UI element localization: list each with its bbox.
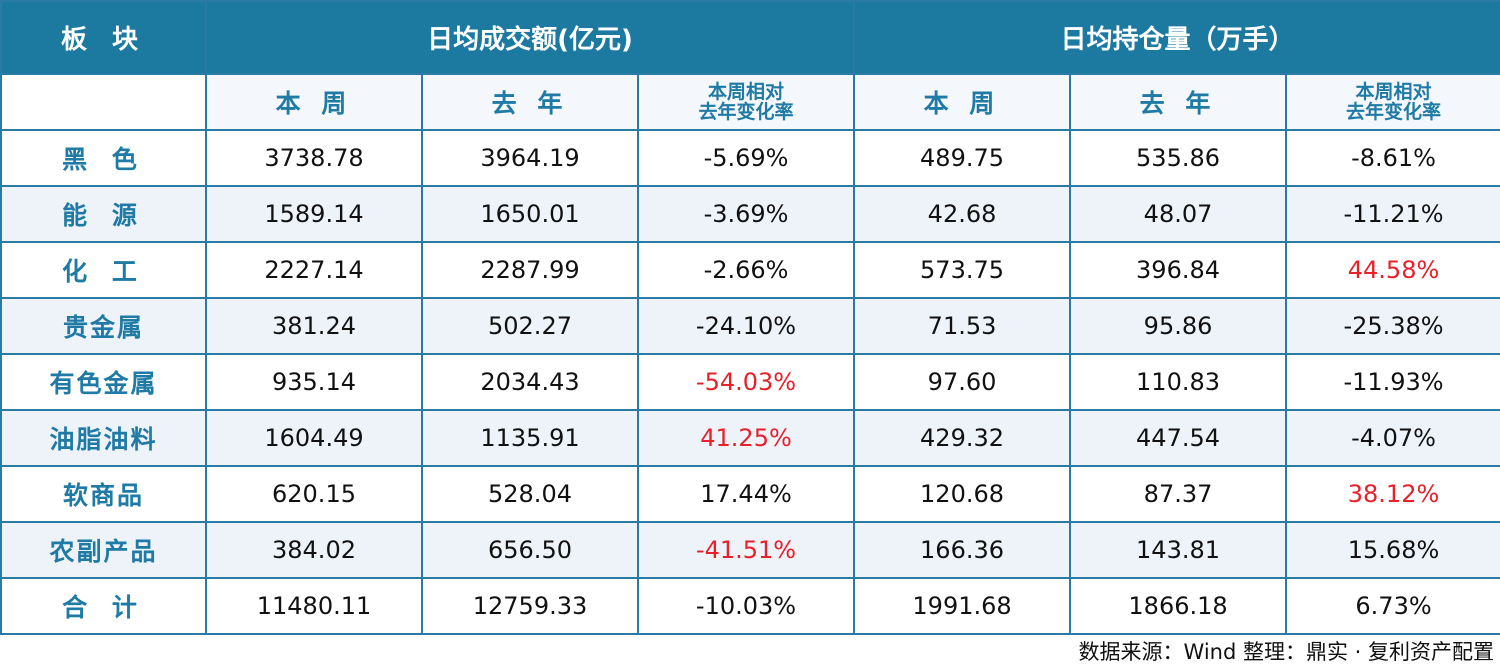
cell-turnover-change: -54.03% (636, 353, 856, 411)
cell-position-last-year: 396.84 (1069, 241, 1288, 299)
row-category: 贵金属 (0, 297, 207, 355)
cell-turnover-last-year: 3964.19 (421, 129, 639, 187)
subheader-position-last-year: 去 年 (1069, 73, 1288, 131)
cell-position-last-year: 87.37 (1069, 465, 1288, 523)
cell-turnover-last-year: 2287.99 (421, 241, 639, 299)
cell-turnover-change: -2.66% (636, 241, 856, 299)
cell-turnover-this-week: 384.02 (205, 521, 423, 579)
cell-turnover-change: -24.10% (636, 297, 856, 355)
table-row: 化 工 2227.14 2287.99 -2.66% 573.75 396.84 44.58… (0, 241, 1500, 299)
cell-turnover-last-year: 502.27 (421, 297, 639, 355)
cell-turnover-change: -41.51% (636, 521, 856, 579)
cell-turnover-this-week: 1589.14 (205, 185, 423, 243)
header-turnover-group: 日均成交额(亿元) (204, 0, 856, 75)
subheader-position-this-week: 本 周 (853, 73, 1072, 131)
subheader-turnover-last-year: 去 年 (421, 73, 639, 131)
row-category: 有色金属 (0, 353, 207, 411)
row-category: 合 计 (0, 577, 207, 635)
header-row-main: 板 块 日均成交额(亿元) 日均持仓量（万手） (0, 0, 1500, 75)
cell-turnover-this-week: 2227.14 (205, 241, 423, 299)
futures-sector-table: 板 块 日均成交额(亿元) 日均持仓量（万手） 本 周 去 年 本周相对 去年变… (0, 0, 1500, 635)
cell-position-change: -8.61% (1285, 129, 1500, 187)
subheader-turnover-change: 本周相对 去年变化率 (636, 73, 856, 131)
header-blank-cell (0, 73, 207, 131)
cell-position-this-week: 120.68 (853, 465, 1072, 523)
cell-turnover-change: 41.25% (636, 409, 856, 467)
cell-position-last-year: 143.81 (1069, 521, 1288, 579)
cell-turnover-change: -5.69% (636, 129, 856, 187)
table-row: 合 计 11480.11 12759.33 -10.03% 1991.68 1866.18… (0, 577, 1500, 635)
cell-position-change: -25.38% (1285, 297, 1500, 355)
cell-position-change: 6.73% (1285, 577, 1500, 635)
row-category: 农副产品 (0, 521, 207, 579)
cell-turnover-change: -3.69% (636, 185, 856, 243)
cell-turnover-last-year: 528.04 (421, 465, 639, 523)
cell-turnover-this-week: 935.14 (205, 353, 423, 411)
cell-position-this-week: 97.60 (853, 353, 1072, 411)
row-category: 油脂油料 (0, 409, 207, 467)
cell-position-last-year: 535.86 (1069, 129, 1288, 187)
cell-position-last-year: 447.54 (1069, 409, 1288, 467)
cell-turnover-this-week: 1604.49 (205, 409, 423, 467)
table-row: 能 源 1589.14 1650.01 -3.69% 42.68 48.07 -11.21% (0, 185, 1500, 243)
cell-position-last-year: 48.07 (1069, 185, 1288, 243)
subheader-change-line1: 本周相对 (1355, 81, 1432, 103)
cell-position-last-year: 1866.18 (1069, 577, 1288, 635)
table-row: 黑 色 3738.78 3964.19 -5.69% 489.75 535.86 -8.61… (0, 129, 1500, 187)
table-row: 贵金属 381.24 502.27 -24.10% 71.53 95.86 -25.38% (0, 297, 1500, 355)
cell-position-change: 44.58% (1285, 241, 1500, 299)
cell-position-this-week: 1991.68 (853, 577, 1072, 635)
cell-position-this-week: 489.75 (853, 129, 1072, 187)
cell-turnover-last-year: 1135.91 (421, 409, 639, 467)
cell-position-last-year: 110.83 (1069, 353, 1288, 411)
cell-turnover-last-year: 1650.01 (421, 185, 639, 243)
cell-turnover-change: 17.44% (636, 465, 856, 523)
cell-turnover-last-year: 12759.33 (421, 577, 639, 635)
cell-position-change: 38.12% (1285, 465, 1500, 523)
table-row: 油脂油料 1604.49 1135.91 41.25% 429.32 447.54 -4.0… (0, 409, 1500, 467)
cell-turnover-this-week: 381.24 (205, 297, 423, 355)
cell-turnover-this-week: 11480.11 (205, 577, 423, 635)
subheader-change-line2: 去年变化率 (698, 101, 794, 123)
subheader-change-line2: 去年变化率 (1346, 101, 1442, 123)
subheader-turnover-this-week: 本 周 (205, 73, 423, 131)
header-position-group: 日均持仓量（万手） (853, 0, 1500, 75)
row-category: 黑 色 (0, 129, 207, 187)
subheader-position-change: 本周相对 去年变化率 (1285, 73, 1500, 131)
cell-position-this-week: 71.53 (853, 297, 1072, 355)
cell-position-this-week: 42.68 (853, 185, 1072, 243)
cell-position-this-week: 429.32 (853, 409, 1072, 467)
header-category: 板 块 (0, 0, 207, 75)
cell-position-change: -11.21% (1285, 185, 1500, 243)
table-row: 有色金属 935.14 2034.43 -54.03% 97.60 110.83 -11.9… (0, 353, 1500, 411)
row-category: 软商品 (0, 465, 207, 523)
header-row-sub: 本 周 去 年 本周相对 去年变化率 本 周 去 年 本周相对 去年变化率 (0, 73, 1500, 131)
cell-turnover-last-year: 2034.43 (421, 353, 639, 411)
cell-turnover-last-year: 656.50 (421, 521, 639, 579)
cell-position-this-week: 573.75 (853, 241, 1072, 299)
row-category: 化 工 (0, 241, 207, 299)
cell-position-last-year: 95.86 (1069, 297, 1288, 355)
table-row: 软商品 620.15 528.04 17.44% 120.68 87.37 38.12% (0, 465, 1500, 523)
table-body: 黑 色 3738.78 3964.19 -5.69% 489.75 535.86 -8.61… (0, 129, 1500, 635)
subheader-change-line1: 本周相对 (708, 81, 785, 103)
row-category: 能 源 (0, 185, 207, 243)
source-note: 数据来源：Wind 整理：鼎实 · 复利资产配置 (1078, 640, 1494, 664)
cell-turnover-this-week: 3738.78 (205, 129, 423, 187)
cell-position-change: 15.68% (1285, 521, 1500, 579)
table-row: 农副产品 384.02 656.50 -41.51% 166.36 143.81 15.68… (0, 521, 1500, 579)
cell-turnover-change: -10.03% (636, 577, 856, 635)
cell-position-this-week: 166.36 (853, 521, 1072, 579)
cell-position-change: -4.07% (1285, 409, 1500, 467)
cell-position-change: -11.93% (1285, 353, 1500, 411)
cell-turnover-this-week: 620.15 (205, 465, 423, 523)
